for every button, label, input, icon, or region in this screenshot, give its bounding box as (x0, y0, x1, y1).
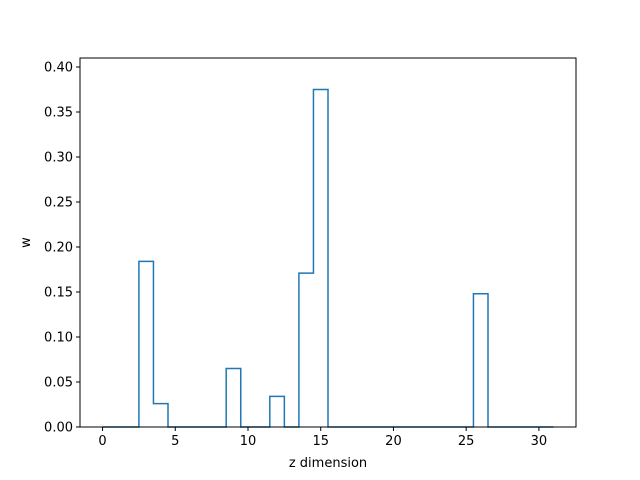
plot-layer (102, 88, 554, 428)
x-tick-label: 5 (171, 434, 179, 449)
y-axis-ticks: 0.00 0.05 0.10 0.15 0.20 0.25 0.30 0.35 0.40 (44, 61, 80, 436)
x-tick-label: 30 (531, 434, 548, 449)
x-tick-label: 15 (312, 434, 329, 449)
x-axis-ticks: 0 5 10 15 20 25 30 (98, 427, 547, 449)
y-tick-label: 0.25 (44, 196, 73, 211)
x-tick-label: 0 (98, 434, 106, 449)
y-tick-label: 0.35 (44, 106, 73, 121)
y-tick-label: 0.10 (44, 331, 73, 346)
y-tick-label: 0.00 (44, 421, 73, 436)
y-tick-label: 0.40 (44, 61, 73, 76)
y-tick-label: 0.15 (44, 286, 73, 301)
plot-frame (79, 57, 577, 428)
y-tick-label: 0.05 (44, 376, 73, 391)
x-axis-label: z dimension (289, 456, 367, 471)
y-tick-label: 0.30 (44, 151, 73, 166)
x-tick-label: 20 (385, 434, 402, 449)
x-tick-label: 10 (240, 434, 257, 449)
y-tick-label: 0.20 (44, 241, 73, 256)
y-axis-label: w (19, 237, 34, 248)
series-step-line (102, 88, 554, 428)
x-tick-label: 25 (458, 434, 475, 449)
